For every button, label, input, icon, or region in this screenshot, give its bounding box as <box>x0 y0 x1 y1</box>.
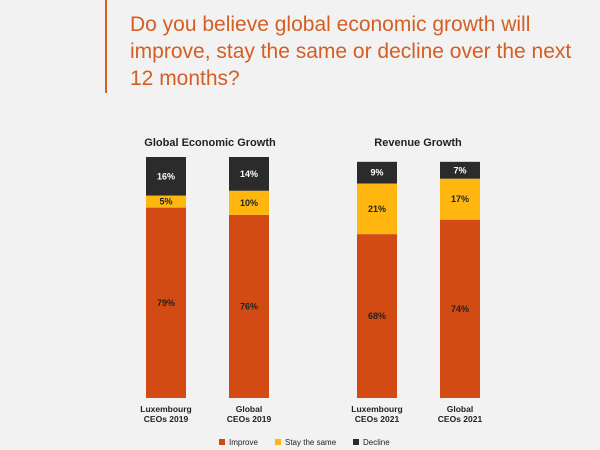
bar-segment-improve <box>146 207 186 398</box>
data-label: 5% <box>159 197 172 207</box>
bar-segment-improve <box>357 234 397 398</box>
data-label: 17% <box>451 194 469 204</box>
bar-segment-improve <box>440 219 480 398</box>
legend-swatch <box>219 439 225 445</box>
category-label: CEOs 2019 <box>144 414 189 424</box>
chart-panel-1: Global Economic Growth 79% 5% 16% Luxembourg… <box>140 137 276 424</box>
chart-title: Global Economic Growth <box>144 137 276 149</box>
chart-title: Revenue Growth <box>374 137 462 149</box>
bar-segment-decline <box>146 157 186 196</box>
legend-swatch <box>275 439 281 445</box>
legend: Improve Stay the same Decline <box>219 438 390 447</box>
bar-segment-stay-the-same <box>146 195 186 208</box>
data-label: 79% <box>157 298 175 308</box>
legend-label: Improve <box>229 438 258 447</box>
data-label: 68% <box>368 311 386 321</box>
accent-divider-line <box>105 0 107 93</box>
data-label: 74% <box>451 304 469 314</box>
category-label: Luxembourg <box>351 404 402 414</box>
legend-label: Stay the same <box>285 438 337 447</box>
data-label: 10% <box>240 198 258 208</box>
bar-segment-stay-the-same <box>229 190 269 215</box>
data-label: 7% <box>453 165 466 175</box>
bar-segment-decline <box>357 161 397 184</box>
bar-segment-stay-the-same <box>357 183 397 235</box>
category-label: CEOs 2021 <box>355 414 400 424</box>
data-label: 9% <box>370 168 383 178</box>
category-label: CEOs 2021 <box>438 414 483 424</box>
data-label: 76% <box>240 301 258 311</box>
category-label: Global <box>236 404 262 414</box>
question-title: Do you believe global economic growth wi… <box>130 13 572 90</box>
category-label: CEOs 2019 <box>227 414 272 424</box>
bar-segment-decline <box>229 157 269 191</box>
data-label: 16% <box>157 171 175 181</box>
bar-segment-improve <box>229 214 269 398</box>
category-label: Global <box>447 404 473 414</box>
bar-segment-decline <box>440 161 480 179</box>
bar-segment-stay-the-same <box>440 178 480 220</box>
legend-swatch <box>353 439 359 445</box>
data-label: 21% <box>368 204 386 214</box>
legend-label: Decline <box>363 438 390 447</box>
category-label: Luxembourg <box>140 404 191 414</box>
data-label: 14% <box>240 169 258 179</box>
